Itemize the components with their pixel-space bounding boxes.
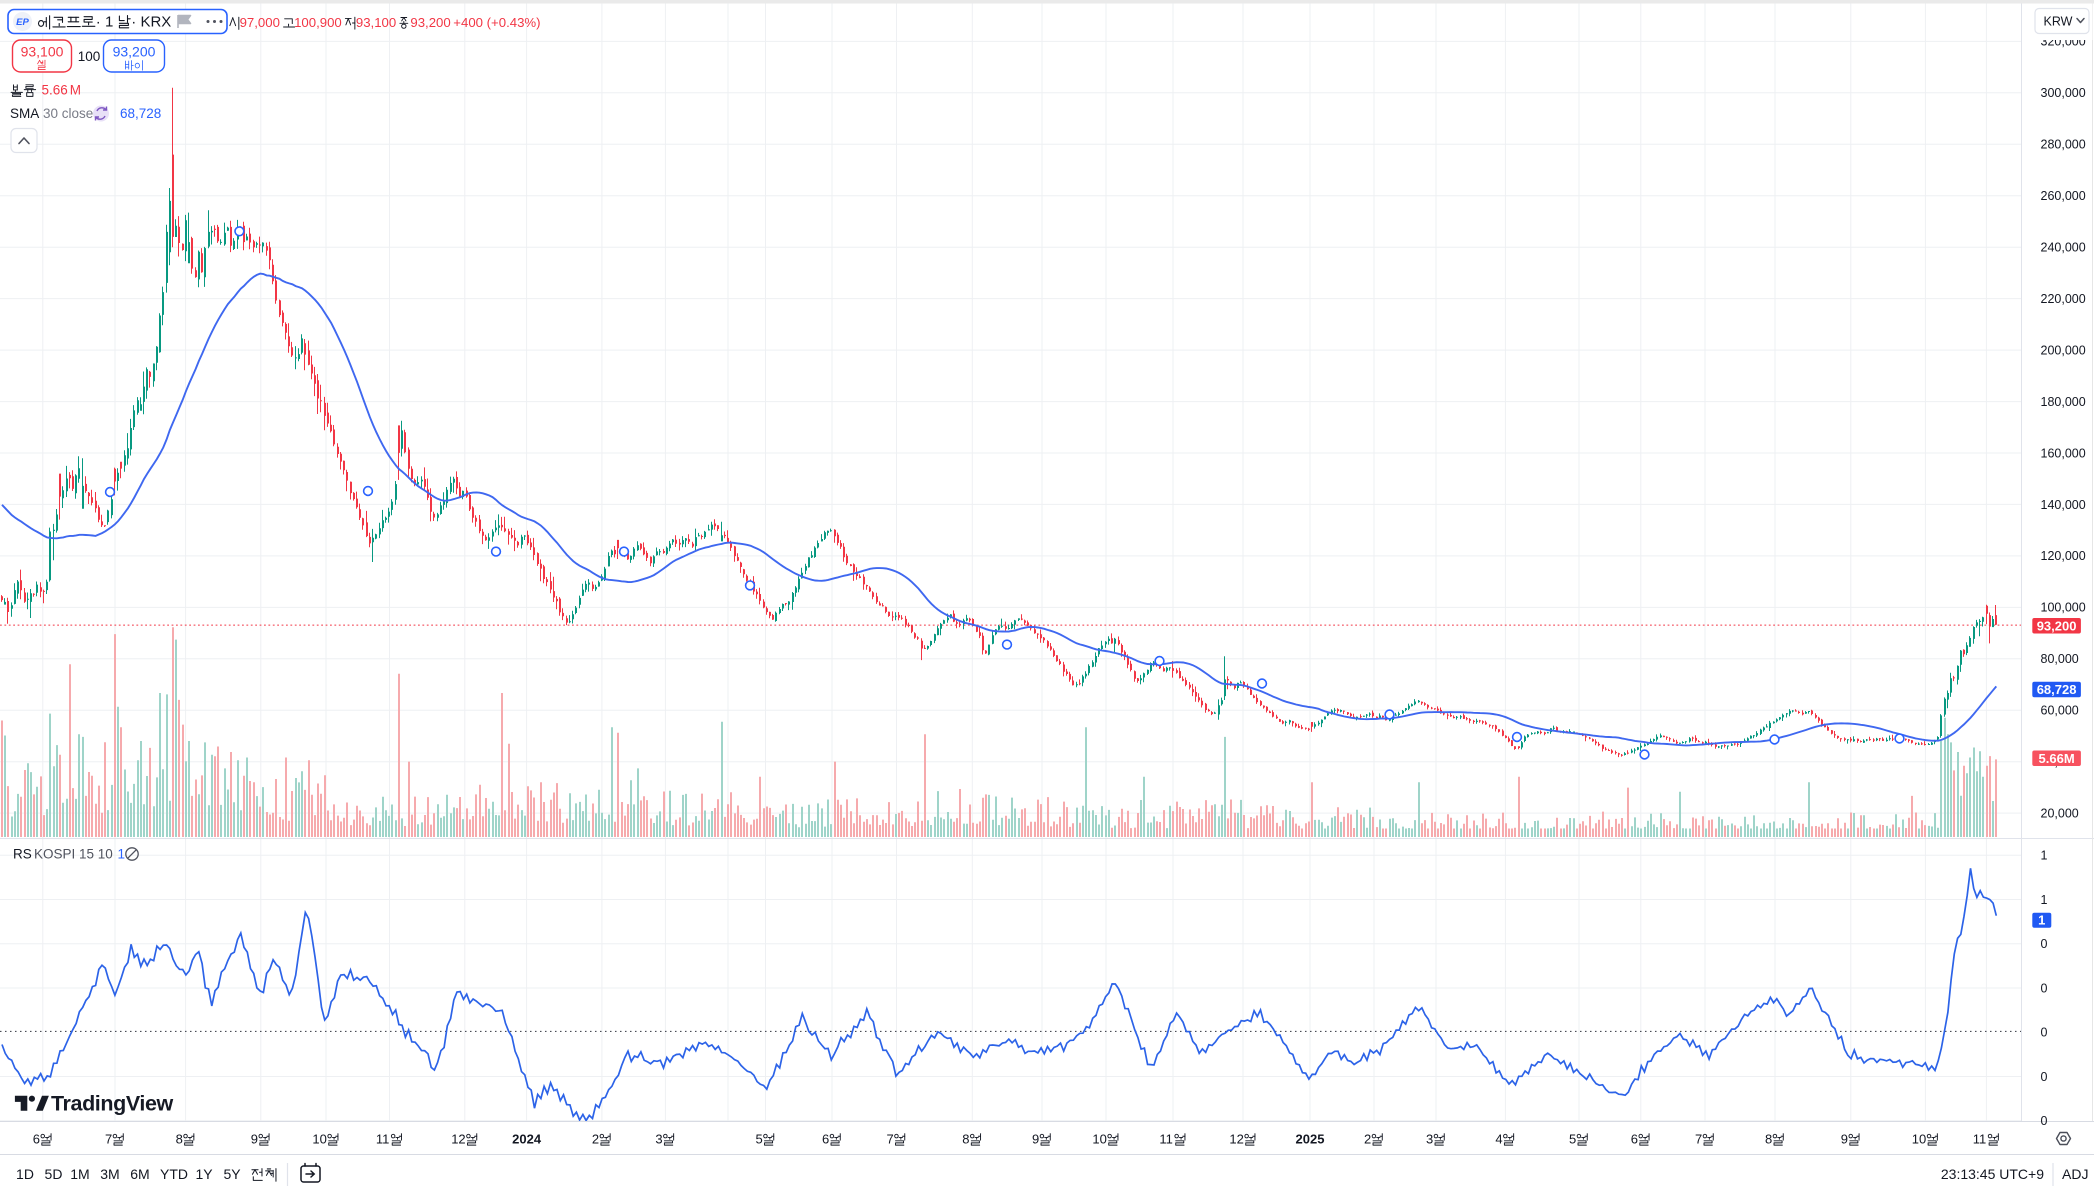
svg-text:12: 12 [451,1132,465,1147]
svg-text:KOSPI 15 10: KOSPI 15 10 [34,847,113,862]
svg-text:20,000: 20,000 [2041,806,2079,820]
svg-text:60,000: 60,000 [2041,704,2079,718]
svg-text:2: 2 [1364,1132,1371,1147]
svg-text:10: 10 [1092,1132,1106,1147]
svg-text:10: 10 [312,1132,326,1147]
svg-text:180,000: 180,000 [2041,395,2086,409]
svg-text:260,000: 260,000 [2041,189,2086,203]
svg-text:5D: 5D [45,1166,63,1182]
svg-text:97,000: 97,000 [240,15,280,30]
svg-text:280,000: 280,000 [2041,138,2086,152]
svg-text:RS: RS [13,847,32,862]
svg-text:11: 11 [1973,1132,1987,1147]
svg-text:· 1: · 1 [96,14,114,31]
svg-text:160,000: 160,000 [2041,446,2086,460]
svg-text:8: 8 [176,1132,183,1147]
svg-text:2024: 2024 [512,1132,542,1147]
svg-text:200,000: 200,000 [2041,343,2086,357]
svg-text:6: 6 [822,1132,829,1147]
svg-text:300,000: 300,000 [2041,86,2086,100]
svg-text:12: 12 [1229,1132,1243,1147]
svg-text:93,200: 93,200 [2037,618,2077,633]
svg-text:5.66: 5.66 [42,83,68,98]
svg-text:7: 7 [105,1132,112,1147]
svg-text:6: 6 [33,1132,40,1147]
svg-text:8: 8 [962,1132,969,1147]
svg-text:240,000: 240,000 [2041,241,2086,255]
svg-text:5Y: 5Y [223,1166,241,1182]
svg-text:1: 1 [2041,849,2048,863]
svg-text:5: 5 [756,1132,763,1147]
svg-text:· KRX: · KRX [131,14,171,31]
svg-text:68,728: 68,728 [2037,682,2077,697]
svg-text:93,200: 93,200 [410,15,450,30]
svg-text:EP: EP [16,17,29,28]
svg-text:6M: 6M [130,1166,149,1182]
svg-text:KRW: KRW [2044,15,2073,29]
svg-text:10: 10 [1912,1132,1926,1147]
svg-text:0: 0 [2041,1070,2048,1084]
svg-text:9: 9 [251,1132,258,1147]
svg-text:0: 0 [2041,1026,2048,1040]
svg-text:68,728: 68,728 [120,106,161,121]
svg-text:1: 1 [2041,893,2048,907]
svg-text:SMA: SMA [10,106,39,121]
svg-text:0: 0 [2041,981,2048,995]
svg-text:1: 1 [118,847,126,862]
svg-text:9: 9 [1841,1132,1848,1147]
svg-text:93,100: 93,100 [356,15,396,30]
svg-text:1M: 1M [70,1166,89,1182]
svg-text:3: 3 [655,1132,662,1147]
svg-text:7: 7 [1695,1132,1702,1147]
svg-text:140,000: 140,000 [2041,498,2086,512]
svg-text:0: 0 [2041,1114,2048,1128]
svg-text:100: 100 [78,49,101,64]
svg-text:93,100: 93,100 [21,44,64,60]
svg-text:8: 8 [1765,1132,1772,1147]
svg-text:23:13:45 UTC+9: 23:13:45 UTC+9 [1941,1166,2044,1182]
svg-text:5.66M: 5.66M [2039,751,2075,766]
svg-text:7: 7 [887,1132,894,1147]
svg-text:TradingView: TradingView [51,1092,174,1116]
svg-text:3: 3 [1426,1132,1433,1147]
svg-text:0: 0 [2041,937,2048,951]
svg-text:93,200: 93,200 [113,44,156,60]
svg-text:1: 1 [2038,913,2045,928]
svg-text:100,000: 100,000 [2041,601,2086,615]
svg-text:11: 11 [1159,1132,1173,1147]
svg-text:M: M [70,83,81,98]
svg-text:3M: 3M [100,1166,119,1182]
svg-text:80,000: 80,000 [2041,652,2079,666]
svg-text:100,900: 100,900 [294,15,342,30]
svg-text:9: 9 [1032,1132,1039,1147]
svg-text:1Y: 1Y [195,1166,213,1182]
svg-text:+400 (+0.43%): +400 (+0.43%) [453,15,540,30]
svg-text:30 close: 30 close [43,106,93,121]
svg-text:ADJ: ADJ [2062,1166,2088,1182]
svg-text:120,000: 120,000 [2041,549,2086,563]
svg-text:11: 11 [376,1132,390,1147]
svg-text:6: 6 [1631,1132,1638,1147]
svg-text:YTD: YTD [160,1166,188,1182]
svg-text:2: 2 [592,1132,599,1147]
svg-text:5: 5 [1569,1132,1576,1147]
svg-text:4: 4 [1495,1132,1502,1147]
svg-text:220,000: 220,000 [2041,292,2086,306]
svg-text:2025: 2025 [1296,1132,1325,1147]
svg-text:1D: 1D [16,1166,34,1182]
